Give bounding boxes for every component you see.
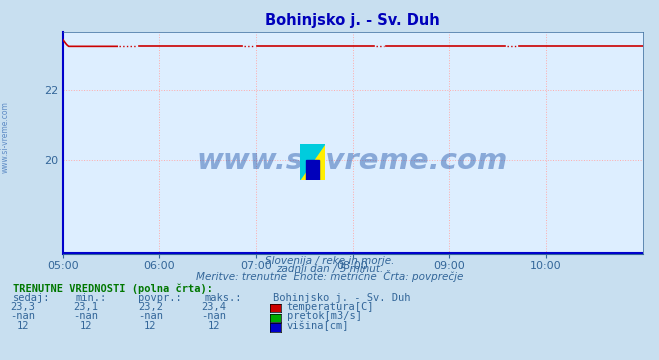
Polygon shape [306, 160, 319, 180]
Text: sedaj:: sedaj: [13, 293, 51, 303]
Text: 12: 12 [80, 321, 92, 331]
Text: temperatura[C]: temperatura[C] [287, 302, 374, 312]
Title: Bohinjsko j. - Sv. Duh: Bohinjsko j. - Sv. Duh [265, 13, 440, 28]
Text: TRENUTNE VREDNOSTI (polna črta):: TRENUTNE VREDNOSTI (polna črta): [13, 283, 213, 294]
Text: Meritve: trenutne  Enote: metrične  Črta: povprečje: Meritve: trenutne Enote: metrične Črta: … [196, 270, 463, 282]
Text: -nan: -nan [138, 311, 163, 321]
Text: www.si-vreme.com: www.si-vreme.com [197, 147, 508, 175]
Text: 23,2: 23,2 [138, 302, 163, 312]
Text: -nan: -nan [202, 311, 227, 321]
Text: 12: 12 [144, 321, 156, 331]
Text: 23,4: 23,4 [202, 302, 227, 312]
Text: povpr.:: povpr.: [138, 293, 182, 303]
Text: zadnji dan / 5 minut.: zadnji dan / 5 minut. [276, 264, 383, 274]
Text: -nan: -nan [11, 311, 36, 321]
Text: višina[cm]: višina[cm] [287, 321, 349, 331]
Text: Bohinjsko j. - Sv. Duh: Bohinjsko j. - Sv. Duh [273, 293, 411, 303]
Text: 12: 12 [208, 321, 220, 331]
Polygon shape [300, 144, 325, 180]
Polygon shape [300, 144, 325, 180]
Text: min.:: min.: [76, 293, 107, 303]
Text: -nan: -nan [73, 311, 98, 321]
Text: Slovenija / reke in morje.: Slovenija / reke in morje. [265, 256, 394, 266]
Text: maks.:: maks.: [204, 293, 242, 303]
Text: 23,3: 23,3 [11, 302, 36, 312]
Text: 12: 12 [17, 321, 29, 331]
Text: www.si-vreme.com: www.si-vreme.com [1, 101, 10, 173]
Text: 23,1: 23,1 [73, 302, 98, 312]
Text: pretok[m3/s]: pretok[m3/s] [287, 311, 362, 321]
